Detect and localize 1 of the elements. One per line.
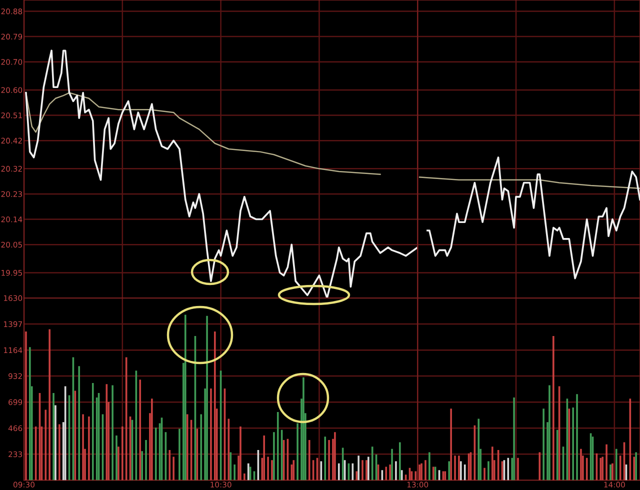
line-series — [25, 92, 381, 175]
